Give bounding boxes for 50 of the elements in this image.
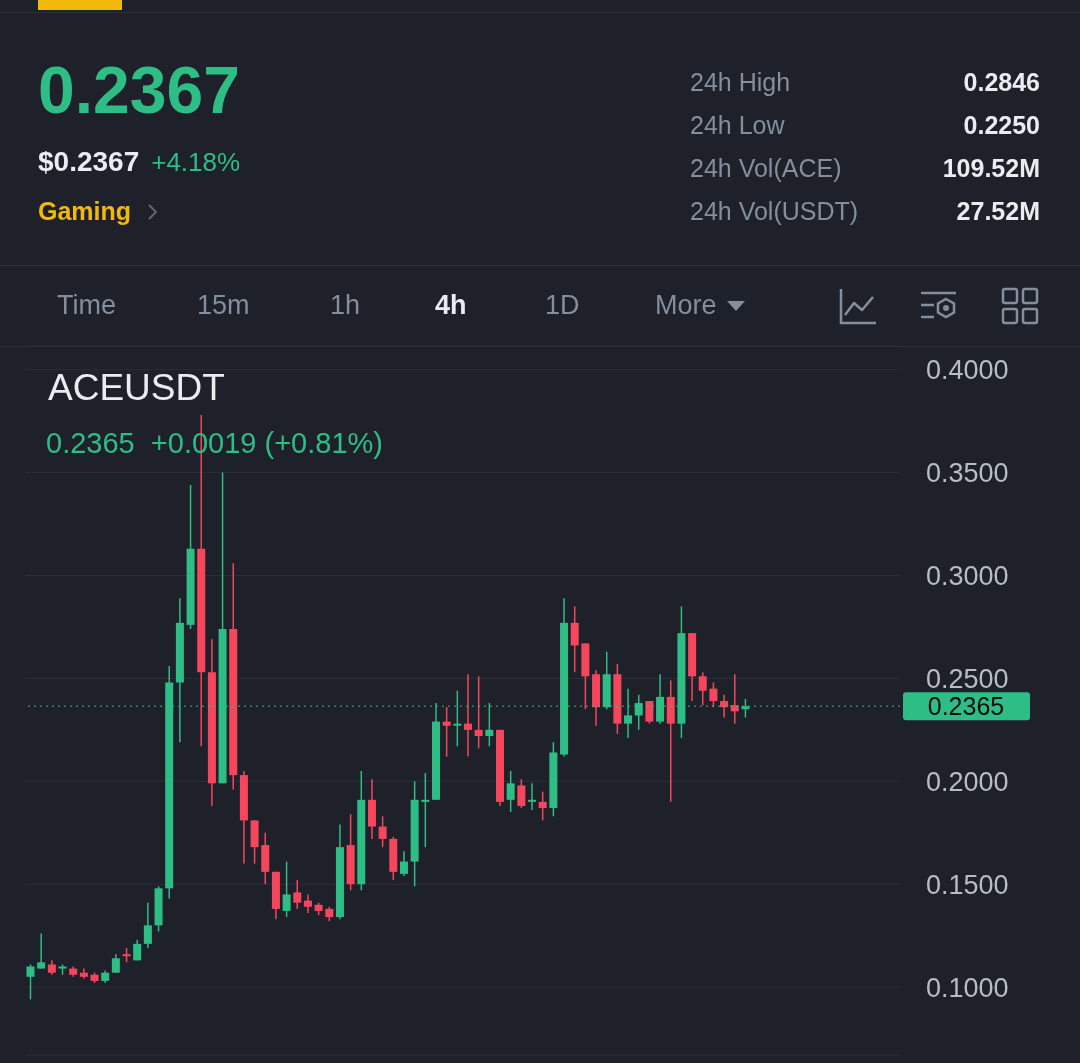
- text: 4h: [435, 290, 467, 321]
- candlestick: [399, 850, 408, 877]
- candlestick: [645, 700, 654, 725]
- candlestick: [570, 605, 579, 673]
- text: 24h High: [690, 68, 791, 96]
- candlestick: [442, 706, 451, 758]
- text: 0.2367: [38, 53, 240, 127]
- candlestick: [709, 681, 718, 708]
- y-tick-label: 0.1000: [926, 972, 1009, 1003]
- y-tick-label: 0.1500: [926, 869, 1009, 900]
- text: 0.2846: [963, 68, 1040, 96]
- text: ACEUSDT: [48, 367, 225, 408]
- candlestick: [26, 963, 35, 1001]
- text: 1h: [330, 290, 361, 321]
- text: +4.18%: [151, 147, 241, 177]
- text: 24h Vol(USDT): [690, 197, 859, 225]
- text: 15m: [197, 290, 250, 321]
- candlestick: [464, 673, 472, 758]
- text: 24h Vol(ACE): [690, 154, 842, 182]
- y-tick-label: 0.3000: [926, 561, 1009, 592]
- y-tick-label: 0.4000: [926, 355, 1009, 386]
- candlestick: [378, 815, 387, 848]
- text: 109.52M: [942, 154, 1040, 182]
- y-tick-label: 0.2000: [926, 766, 1009, 797]
- candlestick: [506, 770, 515, 813]
- ref-line-label: 0.2365: [927, 692, 1005, 721]
- text: 24h Low: [690, 111, 785, 139]
- text: More: [655, 290, 717, 321]
- text: Time: [57, 290, 116, 321]
- candlestick: [474, 675, 483, 750]
- candlestick: [282, 860, 291, 918]
- candlestick: [538, 790, 547, 822]
- candlestick: [37, 932, 46, 970]
- candlestick: [528, 782, 537, 811]
- text: $0.2367: [38, 146, 140, 177]
- text: Gaming: [38, 197, 132, 226]
- candlestick: [143, 901, 152, 949]
- candlestick: [698, 671, 707, 706]
- candlestick: [730, 673, 739, 725]
- candlestick: [293, 879, 302, 910]
- y-tick-label: 0.3500: [926, 458, 1009, 489]
- candlestick: [111, 953, 120, 974]
- text: 27.52M: [956, 197, 1040, 225]
- y-tick-label: 0.2500: [926, 663, 1009, 694]
- text: 1D: [545, 290, 580, 321]
- candlestick: [517, 778, 526, 809]
- candlestick: [421, 772, 430, 848]
- text: 0.2250: [963, 111, 1040, 139]
- candlestick: [303, 893, 312, 914]
- candlestick: [720, 694, 729, 719]
